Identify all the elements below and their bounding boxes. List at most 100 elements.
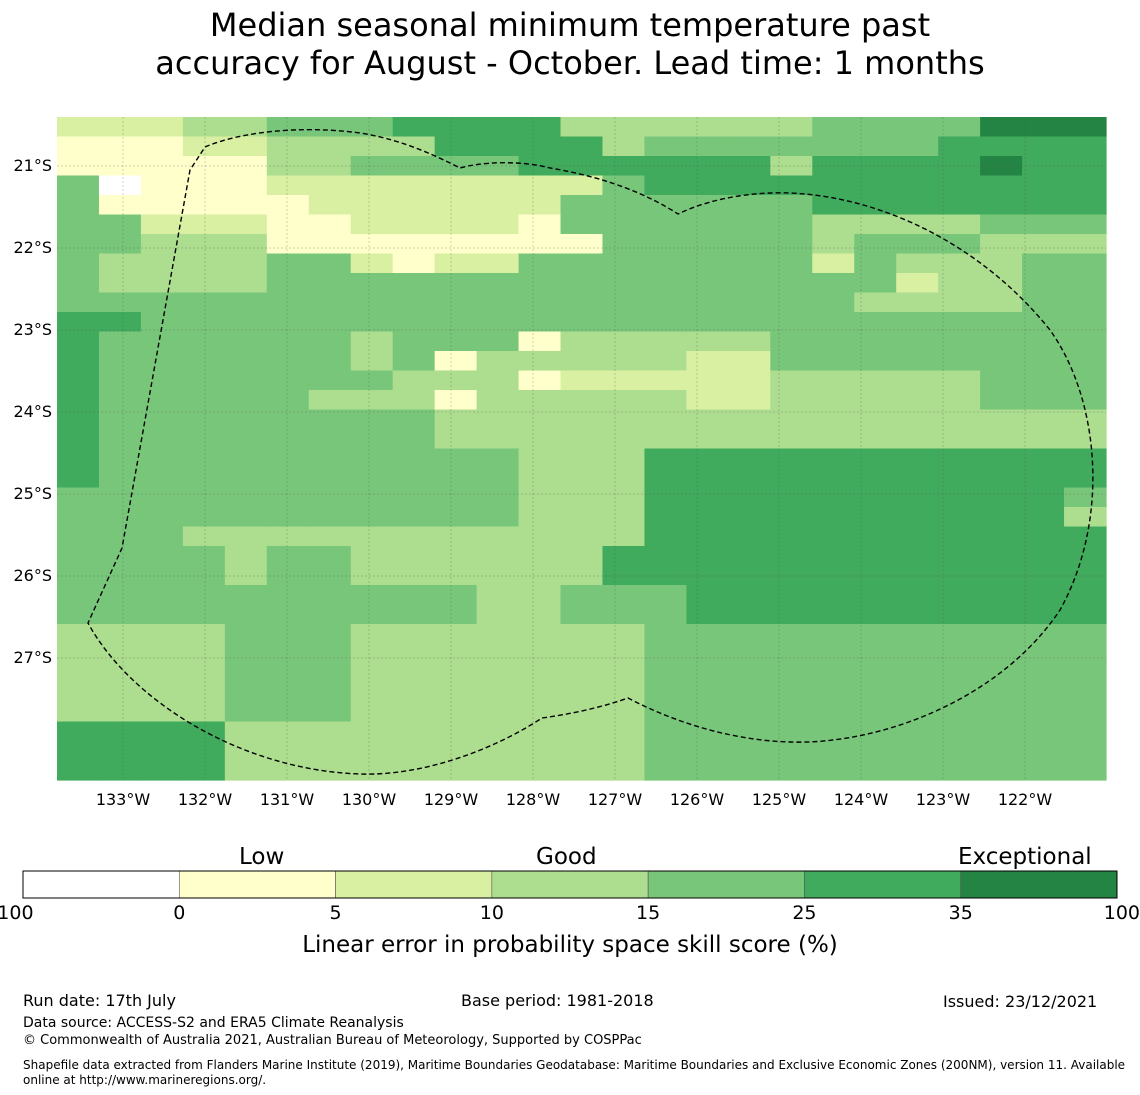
grid-cell (182, 487, 226, 508)
grid-cell (1022, 448, 1065, 469)
grid-cell (224, 624, 268, 645)
grid-cell (980, 702, 1023, 723)
grid-cell (728, 175, 771, 196)
grid-cell (980, 507, 1023, 528)
grid-cell (392, 507, 436, 528)
grid-cell (350, 273, 394, 294)
grid-cell (980, 741, 1023, 762)
grid-cell (980, 604, 1023, 625)
grid-cell (182, 429, 226, 450)
grid-cell (602, 117, 646, 138)
grid-cell (644, 507, 687, 528)
grid-cell (434, 390, 478, 411)
grid-cell (476, 760, 520, 781)
grid-cell (182, 136, 226, 157)
grid-cell (57, 312, 100, 333)
grid-cell (392, 234, 436, 255)
grid-cell (938, 429, 981, 450)
grid-cell (980, 234, 1023, 255)
grid-cell (980, 760, 1023, 781)
grid-cell (812, 507, 855, 528)
grid-cell (392, 546, 436, 567)
grid-cell (728, 682, 771, 703)
grid-cell (308, 351, 352, 372)
grid-cell (896, 468, 939, 489)
grid-cell (854, 390, 897, 411)
grid-cell (434, 370, 478, 391)
grid-cell (434, 604, 478, 625)
grid-cell (770, 390, 813, 411)
grid-cell (434, 741, 478, 762)
grid-cell (434, 507, 478, 528)
grid-cell (392, 585, 436, 606)
grid-cell (140, 565, 184, 586)
grid-cell (266, 117, 310, 138)
grid-cell (182, 253, 226, 274)
grid-cell (57, 136, 100, 157)
grid-cell (560, 526, 604, 547)
grid-cell (896, 760, 939, 781)
grid-cell (812, 565, 855, 586)
grid-cell (140, 292, 184, 313)
grid-cell (1064, 546, 1107, 567)
grid-cell (896, 390, 939, 411)
colorbar-segment (491, 870, 649, 899)
grid-cell (392, 487, 436, 508)
grid-cell (644, 487, 687, 508)
grid-cell (518, 624, 562, 645)
grid-cell (57, 429, 100, 450)
grid-cell (686, 429, 729, 450)
grid-cell (266, 253, 310, 274)
title-line-1: Median seasonal minimum temperature past (209, 6, 931, 44)
grid-cell (938, 234, 981, 255)
grid-cell (938, 507, 981, 528)
grid-cell (350, 643, 394, 664)
colorbar-tick-label: 35 (948, 902, 973, 924)
grid-cell (602, 604, 646, 625)
grid-cell (602, 546, 646, 567)
grid-cell (644, 175, 687, 196)
grid-cell (980, 117, 1023, 138)
grid-cell (182, 643, 226, 664)
grid-cell (770, 409, 813, 430)
grid-cell (266, 195, 310, 216)
grid-cell (182, 741, 226, 762)
grid-cell (728, 136, 771, 157)
grid-cell (266, 214, 310, 235)
grid-cell (686, 331, 729, 352)
grid-cell (560, 487, 604, 508)
grid-cell (1022, 292, 1065, 313)
grid-cell (1064, 624, 1107, 645)
grid-cell (434, 721, 478, 742)
grid-cell (224, 331, 268, 352)
grid-cell (770, 702, 813, 723)
grid-cell (57, 663, 100, 684)
grid-cell (770, 195, 813, 216)
grid-cell (182, 448, 226, 469)
grid-cell (98, 409, 142, 430)
grid-cell (1064, 234, 1107, 255)
grid-cell (1022, 136, 1065, 157)
grid-cell (224, 546, 268, 567)
grid-cell (602, 741, 646, 762)
grid-cell (224, 370, 268, 391)
grid-cell (350, 760, 394, 781)
grid-cell (434, 429, 478, 450)
grid-cell (980, 273, 1023, 294)
run-date: Run date: 17th July (23, 991, 176, 1010)
grid-cell (770, 136, 813, 157)
grid-cell (560, 565, 604, 586)
longitude-label: 131°W (259, 790, 315, 809)
grid-cell (518, 585, 562, 606)
grid-cell (476, 721, 520, 742)
grid-cell (308, 721, 352, 742)
grid-cell (518, 175, 562, 196)
grid-cell (350, 663, 394, 684)
grid-cell (770, 682, 813, 703)
grid-cell (434, 624, 478, 645)
category-low: Low (239, 844, 285, 870)
grid-cell (224, 253, 268, 274)
map-title: Median seasonal minimum temperature past… (0, 6, 1140, 82)
grid-cell (57, 234, 100, 255)
grid-cell (224, 136, 268, 157)
